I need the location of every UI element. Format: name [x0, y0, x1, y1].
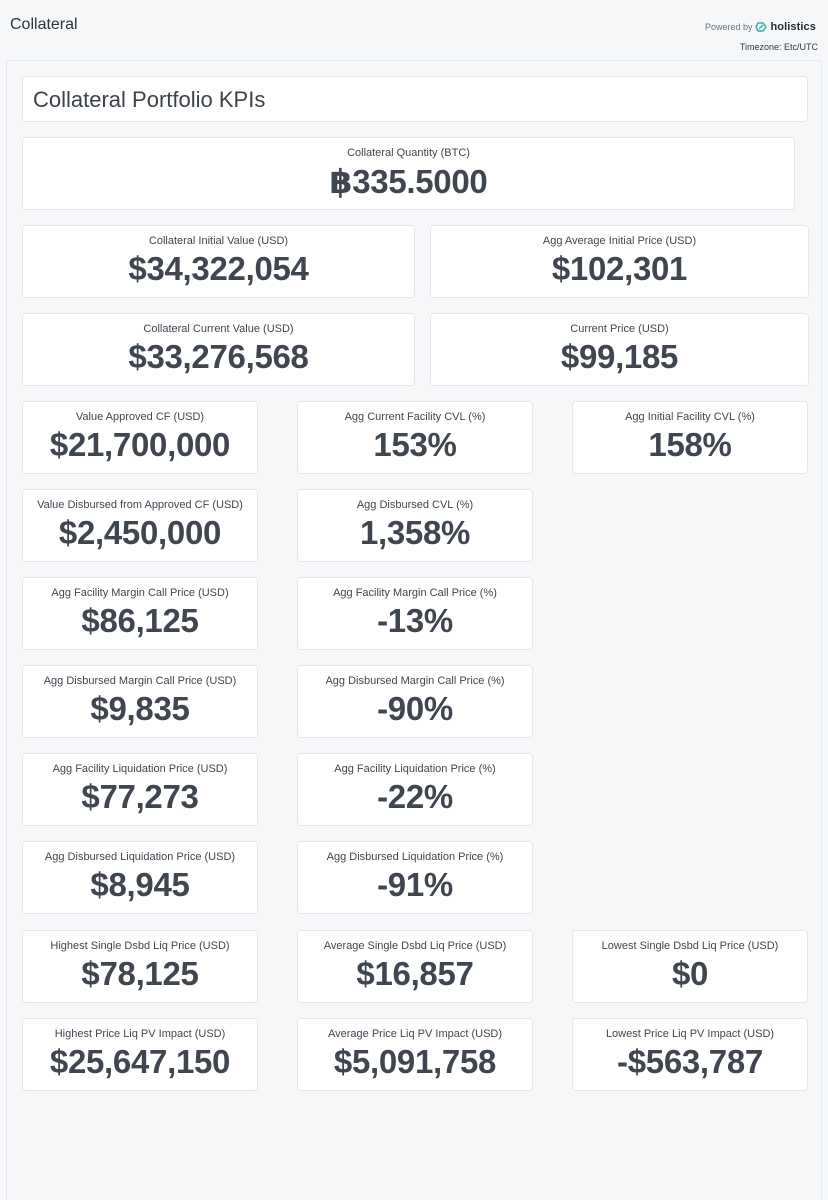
kpi-label: Lowest Price Liq PV Impact (USD) — [605, 1028, 775, 1040]
kpi-agg-disbursed-liquidation-pct[interactable]: Agg Disbursed Liquidation Price (%) -91% — [297, 841, 533, 914]
kpi-value: ฿335.5000 — [329, 163, 488, 200]
dashboard-title: Collateral — [10, 16, 78, 33]
kpi-agg-facility-liquidation-usd[interactable]: Agg Facility Liquidation Price (USD) $77… — [22, 753, 258, 826]
kpi-value: $8,945 — [90, 866, 190, 903]
kpi-value: $99,185 — [560, 338, 679, 375]
kpi-agg-average-initial-price[interactable]: Agg Average Initial Price (USD) $102,301 — [430, 225, 809, 298]
kpi-value: $34,322,054 — [128, 250, 309, 287]
kpi-agg-initial-facility-cvl[interactable]: Agg Initial Facility CVL (%) 158% — [572, 401, 808, 474]
kpi-value: $102,301 — [551, 250, 688, 287]
kpi-label: Agg Facility Liquidation Price (USD) — [52, 763, 228, 775]
kpi-lowest-price-liq-pv[interactable]: Lowest Price Liq PV Impact (USD) -$563,7… — [572, 1018, 808, 1091]
kpi-label: Collateral Quantity (BTC) — [347, 147, 470, 159]
kpi-label: Value Disbursed from Approved CF (USD) — [37, 499, 243, 511]
powered-by-label: Powered by — [704, 22, 753, 32]
kpi-value: 158% — [648, 426, 732, 463]
holistics-brand: holistics — [770, 21, 816, 33]
timezone-label[interactable]: Timezone: Etc/UTC — [739, 42, 818, 52]
holistics-logo-icon — [755, 22, 768, 32]
kpi-value: $5,091,758 — [333, 1043, 497, 1080]
kpi-value: $0 — [671, 955, 709, 992]
kpi-agg-facility-margin-call-pct[interactable]: Agg Facility Margin Call Price (%) -13% — [297, 577, 533, 650]
kpi-label: Agg Disbursed Margin Call Price (USD) — [43, 675, 237, 687]
kpi-agg-disbursed-margin-call-usd[interactable]: Agg Disbursed Margin Call Price (USD) $9… — [22, 665, 258, 738]
kpi-label: Highest Price Liq PV Impact (USD) — [54, 1028, 226, 1040]
kpi-agg-disbursed-liquidation-usd[interactable]: Agg Disbursed Liquidation Price (USD) $8… — [22, 841, 258, 914]
kpi-label: Average Price Liq PV Impact (USD) — [327, 1028, 503, 1040]
kpi-collateral-initial-value[interactable]: Collateral Initial Value (USD) $34,322,0… — [22, 225, 415, 298]
kpi-value: $77,273 — [81, 778, 199, 815]
kpi-value: -22% — [377, 778, 453, 815]
dashboard-canvas: Collateral Portfolio KPIs Collateral Qua… — [6, 60, 822, 1200]
kpi-agg-disbursed-margin-call-pct[interactable]: Agg Disbursed Margin Call Price (%) -90% — [297, 665, 533, 738]
kpi-label: Lowest Single Dsbd Liq Price (USD) — [601, 940, 779, 952]
kpi-label: Current Price (USD) — [570, 323, 669, 335]
kpi-value: $9,835 — [90, 690, 190, 727]
kpi-value: $16,857 — [356, 955, 474, 992]
kpi-highest-price-liq-pv[interactable]: Highest Price Liq PV Impact (USD) $25,64… — [22, 1018, 258, 1091]
kpi-label: Agg Facility Liquidation Price (%) — [334, 763, 496, 775]
kpi-lowest-single-dsbd-liq[interactable]: Lowest Single Dsbd Liq Price (USD) $0 — [572, 930, 808, 1003]
kpi-label: Collateral Current Value (USD) — [143, 323, 294, 335]
kpi-collateral-current-value[interactable]: Collateral Current Value (USD) $33,276,5… — [22, 313, 415, 386]
kpi-value-approved-cf[interactable]: Value Approved CF (USD) $21,700,000 — [22, 401, 258, 474]
kpi-label: Value Approved CF (USD) — [75, 411, 205, 423]
dashboard-header: Collateral Powered by holistics Timezone… — [0, 0, 828, 60]
kpi-value-disbursed[interactable]: Value Disbursed from Approved CF (USD) $… — [22, 489, 258, 562]
kpi-value: $33,276,568 — [128, 338, 309, 375]
kpi-agg-facility-liquidation-pct[interactable]: Agg Facility Liquidation Price (%) -22% — [297, 753, 533, 826]
kpi-value: 1,358% — [359, 514, 471, 551]
kpi-label: Average Single Dsbd Liq Price (USD) — [323, 940, 507, 952]
kpi-collateral-quantity[interactable]: Collateral Quantity (BTC) ฿335.5000 — [22, 137, 795, 210]
kpi-label: Agg Disbursed CVL (%) — [356, 499, 474, 511]
kpi-label: Agg Disbursed Liquidation Price (%) — [326, 851, 504, 863]
section-title: Collateral Portfolio KPIs — [33, 87, 266, 112]
kpi-label: Agg Facility Margin Call Price (USD) — [51, 587, 229, 599]
powered-by[interactable]: Powered by holistics — [705, 21, 816, 33]
kpi-value: $78,125 — [81, 955, 199, 992]
kpi-label: Agg Average Initial Price (USD) — [542, 235, 697, 247]
kpi-agg-disbursed-cvl[interactable]: Agg Disbursed CVL (%) 1,358% — [297, 489, 533, 562]
kpi-value: $21,700,000 — [49, 426, 231, 463]
kpi-agg-facility-margin-call-usd[interactable]: Agg Facility Margin Call Price (USD) $86… — [22, 577, 258, 650]
kpi-label: Agg Disbursed Liquidation Price (USD) — [44, 851, 236, 863]
kpi-value: $2,450,000 — [58, 514, 222, 551]
kpi-agg-current-facility-cvl[interactable]: Agg Current Facility CVL (%) 153% — [297, 401, 533, 474]
kpi-label: Highest Single Dsbd Liq Price (USD) — [50, 940, 230, 952]
kpi-value: -$563,787 — [617, 1043, 763, 1080]
kpi-highest-single-dsbd-liq[interactable]: Highest Single Dsbd Liq Price (USD) $78,… — [22, 930, 258, 1003]
kpi-current-price[interactable]: Current Price (USD) $99,185 — [430, 313, 809, 386]
kpi-value: 153% — [373, 426, 457, 463]
kpi-average-single-dsbd-liq[interactable]: Average Single Dsbd Liq Price (USD) $16,… — [297, 930, 533, 1003]
kpi-label: Collateral Initial Value (USD) — [148, 235, 289, 247]
kpi-value: -13% — [377, 602, 453, 639]
kpi-average-price-liq-pv[interactable]: Average Price Liq PV Impact (USD) $5,091… — [297, 1018, 533, 1091]
kpi-value: $25,647,150 — [49, 1043, 231, 1080]
section-title-block: Collateral Portfolio KPIs — [22, 76, 808, 122]
kpi-label: Agg Current Facility CVL (%) — [344, 411, 486, 423]
kpi-value: -90% — [377, 690, 453, 727]
kpi-label: Agg Disbursed Margin Call Price (%) — [325, 675, 505, 687]
kpi-label: Agg Facility Margin Call Price (%) — [333, 587, 497, 599]
kpi-label: Agg Initial Facility CVL (%) — [625, 411, 755, 423]
kpi-value: -91% — [377, 866, 453, 903]
kpi-value: $86,125 — [81, 602, 199, 639]
